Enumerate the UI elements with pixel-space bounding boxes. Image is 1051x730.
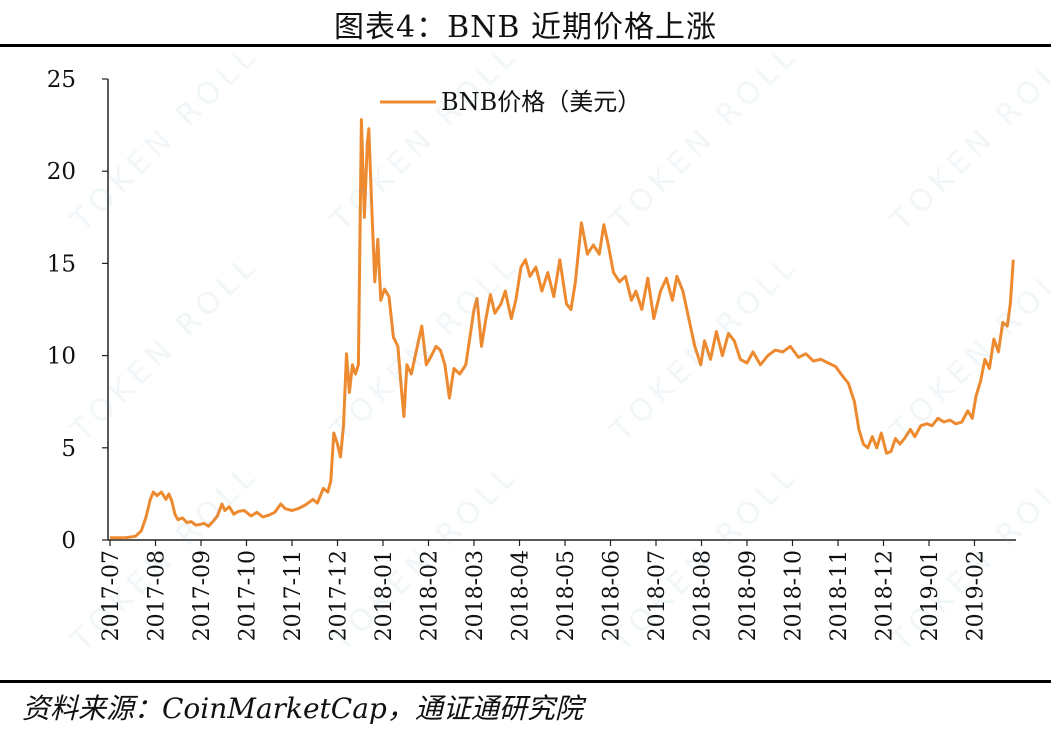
x-tick-label: 2018-09: [736, 550, 761, 641]
y-tick-label: 25: [47, 67, 76, 93]
source-note: 资料来源：CoinMarketCap，通证通研究院: [22, 692, 583, 725]
x-tick-label: 2018-12: [873, 550, 898, 641]
x-tick-label: 2018-05: [554, 550, 579, 641]
title-rule: [0, 44, 1051, 47]
y-tick-label: 10: [47, 344, 76, 370]
x-tick-label: 2017-10: [236, 550, 261, 641]
x-tick-label: 2019-02: [964, 550, 989, 641]
x-tick-label: 2017-09: [190, 550, 215, 641]
x-tick-label: 2018-11: [827, 550, 852, 641]
chart-title: 图表4：BNB 近期价格上涨: [334, 10, 717, 45]
line-chart: 0 5 10 15 20 25 2017-07 2017-08 2017-09 2017-10 20…: [47, 67, 1016, 641]
source-rule: [0, 680, 1051, 683]
y-tick-label: 0: [61, 528, 76, 554]
x-tick-label: 2018-06: [600, 550, 625, 641]
legend-label: BNB价格（美元）: [441, 88, 641, 116]
plot-area: 0 5 10 15 20 25 2017-07 2017-08 2017-09 2017-10 20…: [47, 67, 1016, 641]
y-tick-label: 5: [61, 436, 76, 462]
x-tick-label: 2018-04: [509, 550, 534, 641]
y-tick-label: 20: [47, 159, 76, 185]
x-tick-label: 2017-08: [145, 550, 170, 641]
x-tick-label: 2017-07: [99, 550, 124, 641]
x-tick-label: 2019-01: [918, 550, 943, 641]
x-tick-label: 2018-01: [372, 550, 397, 641]
x-tick-label: 2017-12: [327, 550, 352, 641]
x-tick-label: 2018-07: [645, 550, 670, 641]
x-tick-label: 2018-10: [782, 550, 807, 641]
x-tick-label: 2017-11: [281, 550, 306, 641]
x-tick-label: 2018-08: [691, 550, 716, 641]
x-tick-label: 2018-03: [463, 550, 488, 641]
x-tick-label: 2018-02: [418, 550, 443, 641]
price-series-line: [110, 118, 1015, 540]
y-tick-label: 15: [47, 251, 76, 277]
